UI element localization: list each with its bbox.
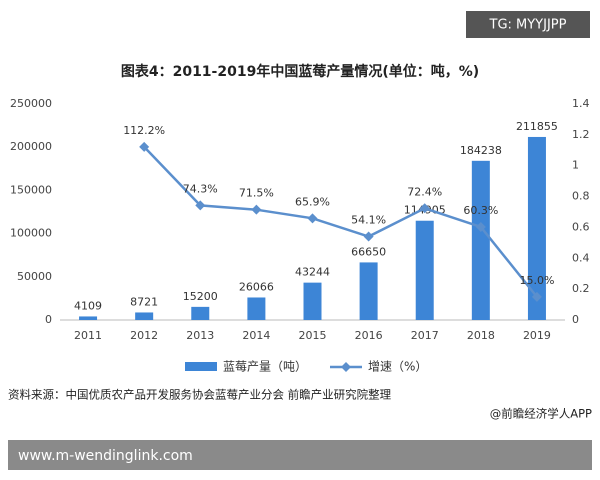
bar <box>247 297 266 320</box>
y2-tick-label: 1.4 <box>572 97 590 110</box>
line-marker <box>419 203 430 214</box>
bar <box>471 160 490 320</box>
line-marker <box>475 221 486 232</box>
bar <box>191 306 210 320</box>
bar-label: 184238 <box>460 144 502 157</box>
x-tick-label: 2011 <box>74 329 102 342</box>
legend-swatch <box>341 362 351 372</box>
bar <box>135 312 154 320</box>
bar-label: 43244 <box>295 266 330 279</box>
y2-tick-label: 0.6 <box>572 220 590 233</box>
x-tick-label: 2015 <box>299 329 327 342</box>
y2-tick-label: 0.4 <box>572 251 590 264</box>
x-tick-label: 2016 <box>355 329 383 342</box>
x-tick-label: 2017 <box>411 329 439 342</box>
line-label: 72.4% <box>407 185 442 198</box>
legend-label: 蓝莓产量（吨） <box>223 360 307 374</box>
x-tick-label: 2014 <box>242 329 270 342</box>
badge <box>466 11 590 38</box>
line-label: 74.3% <box>183 182 218 195</box>
y-tick-label: 0 <box>45 313 52 326</box>
y-tick-label: 150000 <box>10 183 52 196</box>
credit: @前瞻经济学人APP <box>490 407 592 421</box>
line-label: 60.3% <box>463 204 498 217</box>
y-tick-label: 50000 <box>17 270 52 283</box>
x-tick-label: 2013 <box>186 329 214 342</box>
footer-band <box>8 440 592 470</box>
bar <box>527 136 546 320</box>
line-marker <box>531 291 542 302</box>
bar-label: 26066 <box>239 280 274 293</box>
source: 资料来源：中国优质农产品开发服务协会蓝莓产业分会 前瞻产业研究院整理 <box>8 388 392 402</box>
x-tick-label: 2012 <box>130 329 158 342</box>
line <box>143 146 538 298</box>
bar <box>79 316 98 320</box>
line-marker <box>363 231 374 242</box>
line-marker <box>139 141 150 152</box>
bar-label: 66650 <box>351 245 386 258</box>
chart-title: 图表4：2011-2019年中国蓝莓产量情况(单位：吨，%) <box>121 63 479 80</box>
badge-text: TG: MYYJJPP <box>489 18 567 33</box>
legend-swatch <box>185 362 217 371</box>
bar-label: 15200 <box>183 290 218 303</box>
line-label: 65.9% <box>295 195 330 208</box>
x-tick-label: 2018 <box>467 329 495 342</box>
line-marker <box>195 200 206 211</box>
y2-tick-label: 1 <box>572 159 579 172</box>
y2-tick-label: 0.2 <box>572 282 590 295</box>
line-marker <box>251 204 262 215</box>
y-tick-label: 100000 <box>10 227 52 240</box>
bar-label: 8721 <box>130 295 158 308</box>
y-tick-label: 200000 <box>10 140 52 153</box>
line-label: 112.2% <box>123 124 165 137</box>
bar-label: 211855 <box>516 120 558 133</box>
line-label: 54.1% <box>351 214 386 227</box>
line-marker <box>307 213 318 224</box>
bar-label: 4109 <box>74 299 102 312</box>
line-label: 15.0% <box>519 274 554 287</box>
y2-tick-label: 0 <box>572 313 579 326</box>
footer-url: www.m-wendinglink.com <box>18 448 193 464</box>
line-label: 71.5% <box>239 187 274 200</box>
y2-tick-label: 1.2 <box>572 128 590 141</box>
bar <box>359 262 378 320</box>
bar <box>415 220 434 320</box>
x-tick-label: 2019 <box>523 329 551 342</box>
y2-tick-label: 0.8 <box>572 190 590 203</box>
legend-label: 增速（%） <box>368 360 427 374</box>
y-tick-label: 250000 <box>10 97 52 110</box>
bar <box>303 282 322 320</box>
